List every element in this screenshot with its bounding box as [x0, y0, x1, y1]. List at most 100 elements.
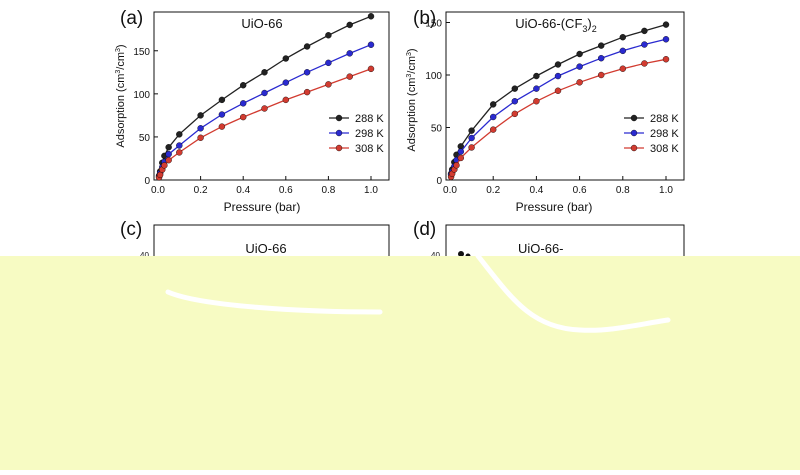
panel-a-data-point	[346, 50, 353, 57]
smear-marks	[165, 253, 671, 333]
panel-b-data-point	[576, 63, 583, 70]
panel-a-legend-marker	[335, 144, 343, 152]
panel-b-data-point	[598, 42, 605, 49]
panel-b-data-point	[554, 87, 562, 94]
panel-a-data-point	[239, 100, 247, 107]
panel-b-data-point	[457, 148, 464, 155]
panel-a-series-line	[157, 15, 372, 181]
panel-b-data-point	[598, 71, 605, 79]
panel-a-series-line	[157, 44, 372, 181]
panel-b-legend-label: 298 K	[650, 128, 679, 140]
panel-b-legend-marker	[630, 144, 638, 152]
panel-b-data-point	[511, 98, 518, 105]
panel-b-legend-label: 308 K	[650, 143, 679, 155]
panel-b-plot: 0.0 0.2 0.4 0.6 0.8 1.0 0 50 100 150 288 K 298 K 308…	[425, 11, 685, 196]
panel-a-data-point	[367, 13, 375, 20]
panel-b-xlabel: Pressure (bar)	[516, 200, 593, 214]
panel-b: (b) UiO-66-(CF3)2 Pressure (bar) Adsorpt…	[406, 8, 685, 214]
panel-a-data-point	[165, 144, 172, 151]
panel-b-data-point	[554, 61, 562, 68]
panel-b-data-point	[490, 126, 497, 133]
panel-a-data-point	[161, 162, 168, 169]
panel-a-xtick-label: 1.0	[364, 185, 378, 196]
panel-b-ytick-label: 50	[431, 124, 443, 135]
panel-b-ylabel: Adsorption (cm3/cm3)	[406, 48, 418, 151]
panel-b-ytick-label: 150	[425, 19, 442, 30]
panel-a-ytick-label: 0	[144, 176, 150, 187]
panel-a-ylabel: Adsorption (cm3/cm3)	[115, 44, 127, 147]
panel-b-data-point	[619, 47, 626, 55]
panel-b-legend-marker	[630, 114, 638, 122]
panel-a-data-point	[303, 43, 311, 50]
panel-b-data-point	[511, 110, 518, 118]
panel-d-label: (d)	[413, 219, 436, 240]
panel-b-data-point	[457, 154, 464, 162]
panel-b-data-point	[641, 41, 648, 48]
panel-a-data-point	[176, 131, 183, 138]
panel-a: (a) UiO-66 Pressure (bar) Adsorption (cm…	[115, 8, 390, 214]
panel-b-xtick-label: 0.4	[529, 185, 543, 196]
panel-a-xtick-label: 0.2	[194, 185, 208, 196]
panel-a-data-point	[239, 113, 247, 121]
panel-b-data-point	[662, 21, 670, 28]
panel-b-data-point	[533, 72, 540, 80]
panel-a-data-point	[282, 55, 289, 62]
panel-b-xtick-label: 0.8	[616, 185, 630, 196]
panel-d-ytick: 40	[431, 251, 440, 260]
panel-b-data-point	[619, 65, 626, 72]
panel-b-data-point	[576, 50, 583, 58]
panel-a-data-point	[282, 96, 289, 104]
panel-a-xtick-label: 0.0	[151, 185, 165, 196]
panel-b-xtick-label: 0.2	[486, 185, 500, 196]
panel-b-data-point	[598, 55, 605, 62]
yellow-overlay	[0, 253, 800, 470]
panel-b-xtick-label: 0.0	[443, 185, 457, 196]
panel-a-data-point	[261, 105, 268, 112]
panel-b-data-point	[554, 72, 562, 80]
panel-a-ytick-label: 50	[139, 133, 151, 144]
panel-a-data-point	[325, 59, 332, 67]
smear-stroke-right	[475, 253, 671, 333]
panel-b-data-point	[511, 85, 518, 92]
panel-a-plot: 0.0 0.2 0.4 0.6 0.8 1.0 0 50 100 150 288 K 298 K 308…	[133, 11, 390, 196]
panel-a-label: (a)	[120, 8, 143, 29]
panel-a-ytick-label: 100	[133, 90, 150, 101]
panel-a-data-point	[218, 96, 226, 104]
panel-a-legend-label: 308 K	[355, 143, 384, 155]
panel-a-ytick-label: 150	[133, 47, 150, 58]
panel-b-xtick-label: 1.0	[659, 185, 673, 196]
panel-a-data-point	[346, 73, 353, 80]
panel-b-data-point	[662, 56, 670, 63]
panel-b-legend-marker	[630, 129, 638, 137]
panel-b-data-point	[468, 134, 475, 142]
panel-a-data-point	[218, 123, 226, 130]
panel-b-series-line	[449, 38, 667, 181]
panel-a-data-point	[239, 82, 247, 89]
panel-a-data-point	[165, 150, 172, 158]
panel-a-legend-marker	[335, 114, 343, 122]
panel-b-frame	[445, 11, 685, 181]
panel-b-ytick-label: 0	[436, 176, 442, 187]
panel-a-data-point	[197, 125, 204, 132]
panel-a-data-point	[176, 142, 183, 149]
panel-a-data-point	[218, 111, 226, 118]
panel-b-title: UiO-66-(CF3)2	[515, 16, 597, 34]
panel-a-data-point	[261, 69, 268, 76]
panel-a-data-point	[303, 88, 311, 96]
smear-stroke-left	[165, 289, 383, 315]
panel-d-data-point	[458, 251, 464, 257]
panel-d-title: UiO-66-	[518, 241, 564, 256]
panel-a-data-point	[176, 149, 183, 156]
panel-a-xtick-label: 0.8	[321, 185, 335, 196]
panel-b-ytick-label: 100	[425, 71, 442, 82]
panel-b-data-point	[641, 27, 648, 35]
panel-a-data-point	[367, 65, 375, 73]
panel-c-label: (c)	[120, 219, 142, 240]
panel-b-data-point	[468, 144, 475, 151]
panel-a-legend-label: 288 K	[355, 113, 384, 125]
panel-b-legend-label: 288 K	[650, 113, 679, 125]
panel-b-data-point	[576, 79, 583, 86]
panel-a-legend-marker	[335, 129, 343, 137]
panel-a-legend-label: 298 K	[355, 128, 384, 140]
